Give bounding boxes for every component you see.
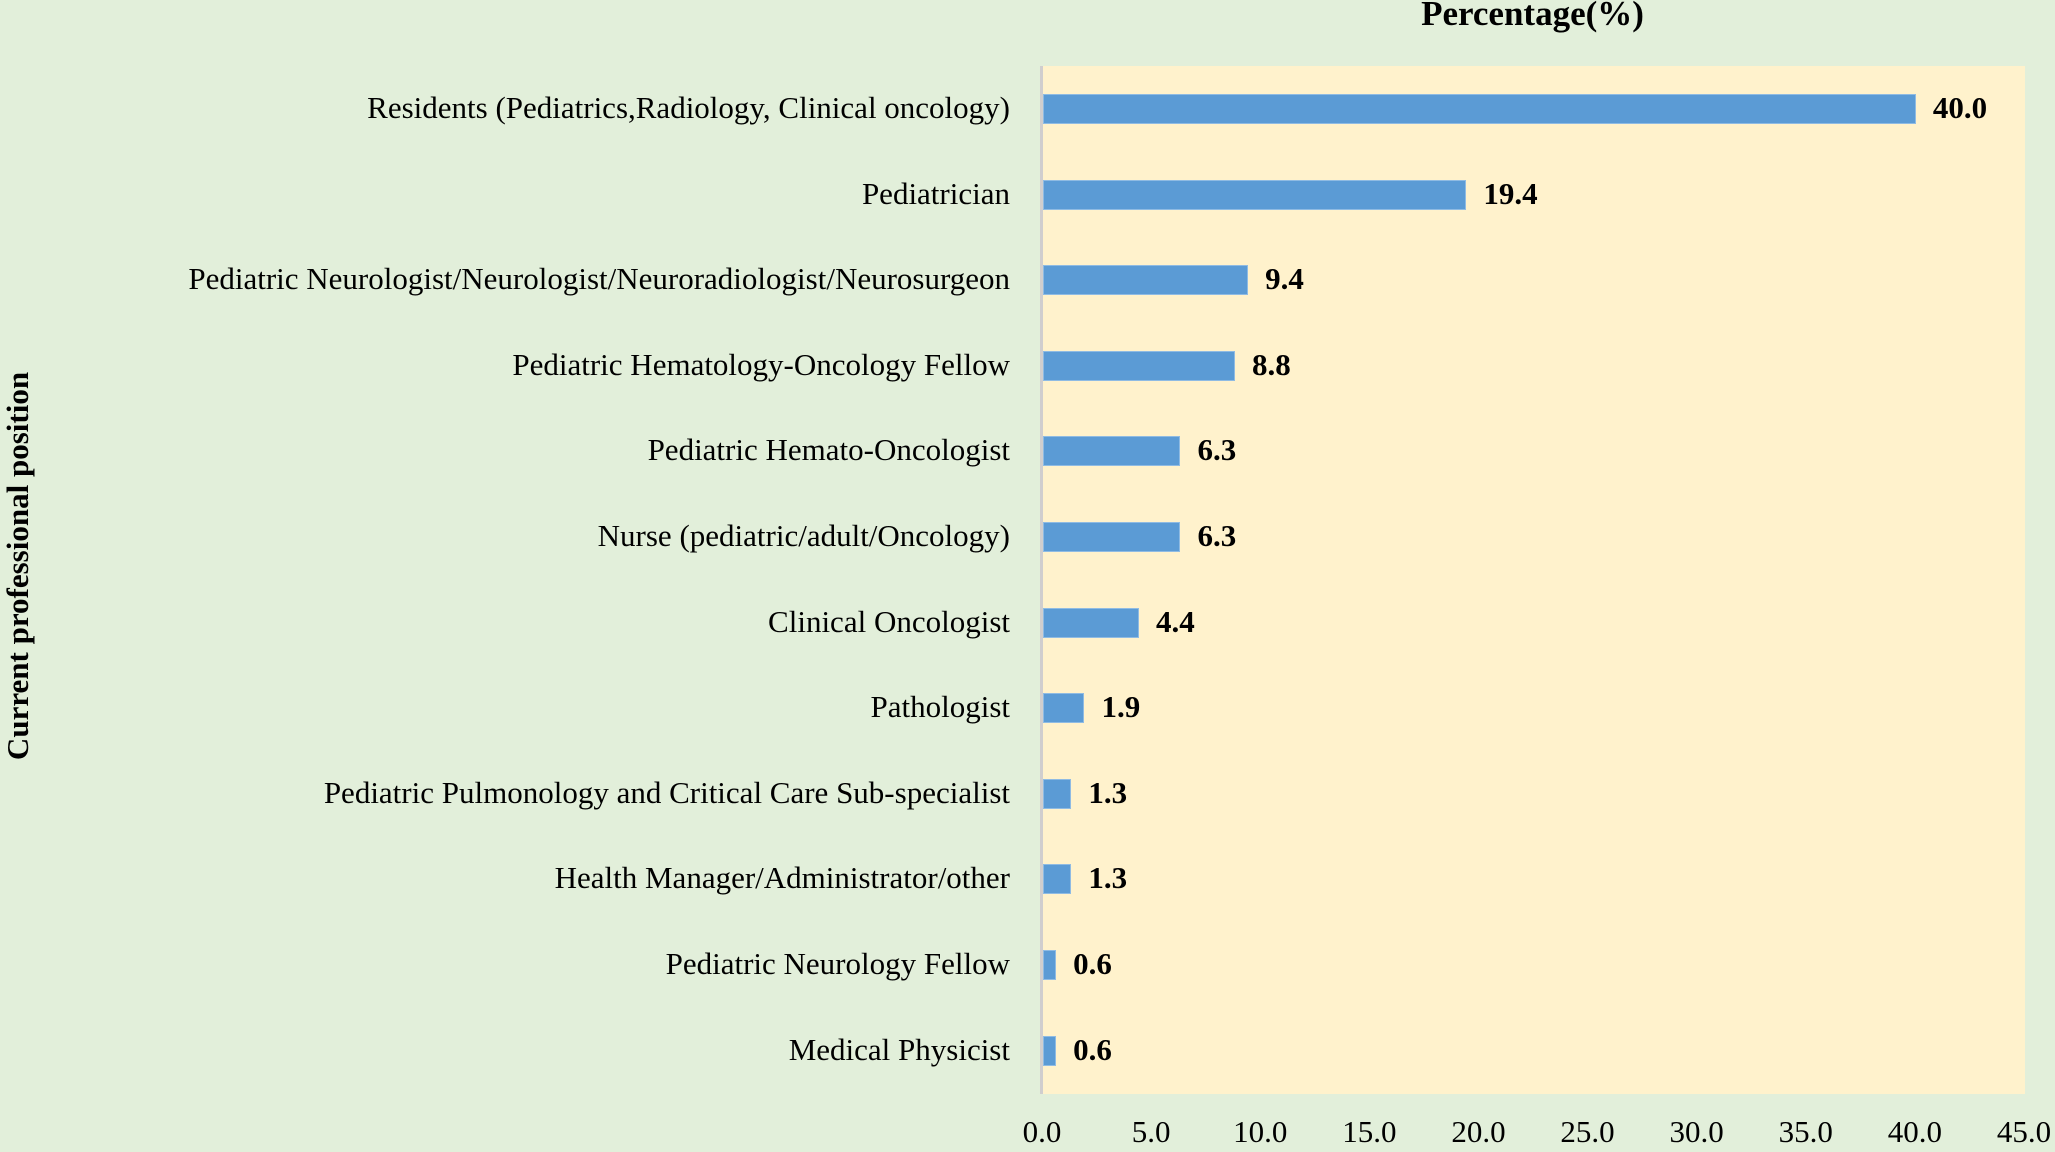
bar-row: 1.9 — [1043, 665, 2025, 751]
bar — [1043, 778, 1072, 809]
bar-row: 6.3 — [1043, 494, 2025, 580]
bar — [1043, 522, 1181, 552]
data-label: 1.3 — [1088, 774, 1128, 810]
category-label: Pediatric Neurologist/Neurologist/Neuror… — [188, 261, 1010, 297]
x-tick-label: 15.0 — [1342, 1114, 1397, 1149]
category-label: Nurse (pediatric/adult/Oncology) — [597, 518, 1010, 553]
data-label: 0.6 — [1073, 946, 1112, 981]
x-tick-label: 5.0 — [1131, 1114, 1171, 1149]
bar-row: 6.3 — [1043, 408, 2025, 494]
data-label: 1.3 — [1088, 860, 1128, 896]
chart-title: Percentage(%) — [1421, 0, 1644, 33]
bar — [1043, 1035, 1057, 1066]
data-label: 6.3 — [1197, 518, 1237, 553]
x-tick-label: 35.0 — [1778, 1114, 1833, 1149]
bar-row: 40.0 — [1043, 66, 2025, 152]
data-label: 8.8 — [1252, 346, 1291, 382]
bar-row: 9.4 — [1043, 237, 2025, 323]
category-label: Pediatric Hemato-Oncologist — [647, 432, 1010, 468]
bar — [1043, 864, 1072, 895]
bar-row: 0.6 — [1043, 1008, 2025, 1094]
category-label: Pediatric Neurology Fellow — [665, 946, 1010, 981]
bar-row: 1.3 — [1043, 751, 2025, 837]
bar-row: 8.8 — [1043, 323, 2025, 409]
x-tick-label: 20.0 — [1451, 1114, 1506, 1149]
data-label: 19.4 — [1483, 175, 1538, 211]
data-label: 9.4 — [1265, 261, 1304, 297]
bar-row: 0.6 — [1043, 922, 2025, 1008]
bar — [1043, 607, 1140, 638]
x-tick-label: 25.0 — [1560, 1114, 1615, 1149]
category-label: Medical Physicist — [788, 1031, 1010, 1067]
category-label: Pediatrician — [861, 175, 1010, 211]
data-label: 40.0 — [1932, 90, 1988, 125]
category-label: Clinical Oncologist — [768, 603, 1010, 639]
data-label: 6.3 — [1197, 432, 1237, 468]
category-label: Pediatric Hematology-Oncology Fellow — [512, 346, 1010, 382]
x-tick-label: 30.0 — [1669, 1114, 1724, 1149]
category-label: Pediatric Pulmonology and Critical Care … — [323, 774, 1010, 810]
data-label: 0.6 — [1073, 1031, 1112, 1067]
bar — [1043, 179, 1467, 210]
bar-row: 1.3 — [1043, 836, 2025, 922]
x-tick-label: 45.0 — [1996, 1114, 2052, 1149]
x-tick-label: 40.0 — [1887, 1114, 1942, 1149]
x-tick-label: 10.0 — [1233, 1114, 1288, 1149]
data-label: 1.9 — [1101, 689, 1141, 725]
category-label: Health Manager/Administrator/other — [554, 860, 1010, 896]
category-label: Residents (Pediatrics,Radiology, Clinica… — [367, 90, 1010, 125]
y-axis-label: Current professional position — [0, 371, 35, 761]
bar-row: 19.4 — [1043, 152, 2025, 238]
category-label: Pathologist — [870, 689, 1010, 725]
bar — [1043, 950, 1057, 980]
data-label: 4.4 — [1156, 603, 1195, 639]
bar — [1043, 693, 1085, 724]
bar — [1043, 265, 1249, 296]
bar — [1043, 94, 1916, 124]
plot-area: 40.0 19.4 9.4 8.8 6.3 6.3 4.4 1.9 1.3 1.3 0.6 0.6 — [1040, 66, 2025, 1094]
x-tick-label: 0.0 — [1022, 1114, 1062, 1149]
bar-row: 4.4 — [1043, 580, 2025, 666]
bar — [1043, 350, 1236, 381]
bar — [1043, 436, 1181, 467]
